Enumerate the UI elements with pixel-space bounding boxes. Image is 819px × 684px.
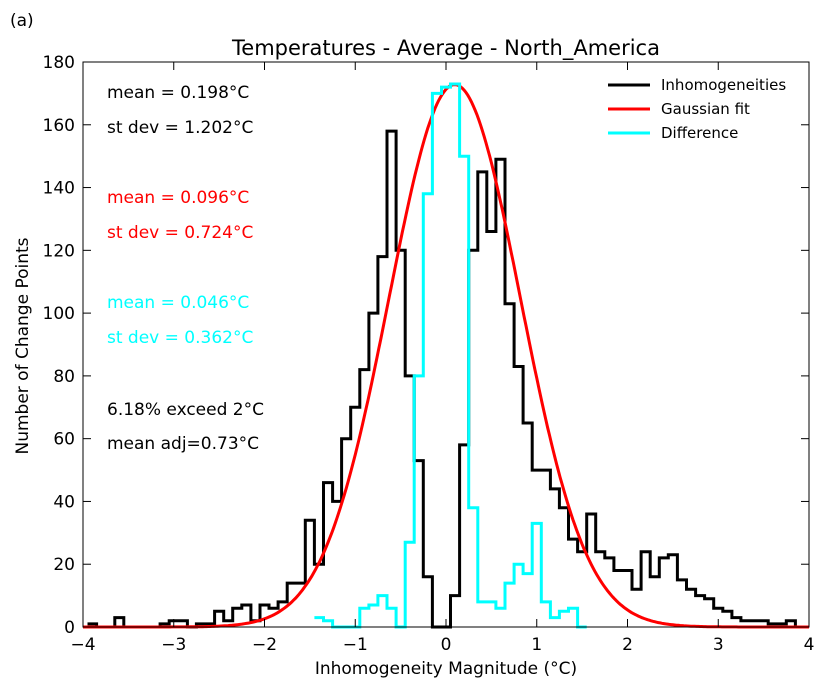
stat-annotation: st dev = 1.202°C xyxy=(107,118,253,138)
legend: Inhomogeneities Gaussian fit Difference xyxy=(608,76,786,142)
stat-annotation: st dev = 0.362°C xyxy=(107,328,253,348)
x-tick-label: 2 xyxy=(622,635,633,655)
x-tick-label: −4 xyxy=(70,635,95,655)
difference-series xyxy=(314,82,587,629)
y-axis-label: Number of Change Points xyxy=(13,237,33,454)
legend-label-inhomogeneities: Inhomogeneities xyxy=(661,76,786,94)
y-tick-label: 20 xyxy=(53,555,75,575)
y-tick-label: 60 xyxy=(53,430,75,450)
x-tick-label: 1 xyxy=(531,635,542,655)
statistics-annotations: mean = 0.198°C st dev = 1.202°C mean = 0.0… xyxy=(107,83,264,454)
stat-annotation: mean = 0.198°C xyxy=(107,83,249,103)
chart-title: Temperatures - Average - North_America xyxy=(231,36,660,61)
stat-annotation: 6.18% exceed 2°C xyxy=(107,400,264,420)
x-tick-label: −1 xyxy=(343,635,368,655)
x-tick-label: −3 xyxy=(161,635,186,655)
y-tick-label: 80 xyxy=(53,367,75,387)
x-tick-label: 3 xyxy=(713,635,724,655)
y-tick-label: 100 xyxy=(43,304,75,324)
stat-annotation: mean = 0.046°C xyxy=(107,293,249,313)
gaussian-fit-series xyxy=(83,83,809,629)
x-axis-label: Inhomogeneity Magnitude (°C) xyxy=(315,659,577,679)
stat-annotation: mean = 0.096°C xyxy=(107,188,249,208)
x-tick-label: 4 xyxy=(804,635,815,655)
panel-label: (a) xyxy=(10,11,34,31)
y-tick-label: 180 xyxy=(43,53,75,73)
y-tick-label: 0 xyxy=(64,618,75,638)
legend-label-difference: Difference xyxy=(661,124,738,142)
y-tick-label: 140 xyxy=(43,179,75,199)
legend-label-gaussian-fit: Gaussian fit xyxy=(661,100,750,118)
stat-annotation: st dev = 0.724°C xyxy=(107,223,253,243)
x-tick-label: 0 xyxy=(441,635,452,655)
x-tick-label: −2 xyxy=(252,635,277,655)
y-tick-label: 160 xyxy=(43,116,75,136)
y-tick-label: 40 xyxy=(53,492,75,512)
stat-annotation: mean adj=0.73°C xyxy=(107,434,259,454)
y-tick-label: 120 xyxy=(43,241,75,261)
inhomogeneities-series xyxy=(87,129,805,629)
